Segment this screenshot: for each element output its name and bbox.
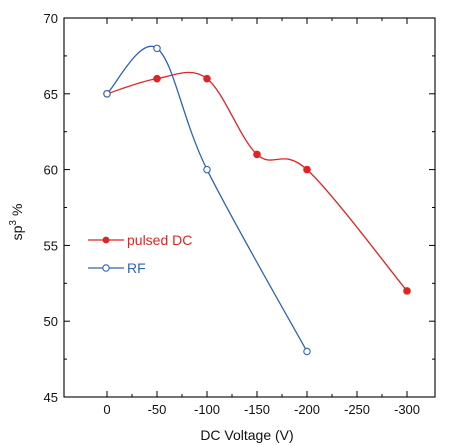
x-tick-label: -300 <box>394 402 420 417</box>
y-axis-title-unit: % <box>9 204 25 216</box>
x-tick-label: 0 <box>103 402 110 417</box>
plot-frame <box>63 17 436 398</box>
series-point-open-1 <box>103 90 111 98</box>
y-axis-title-superscript: 3 <box>8 220 19 226</box>
y-tick-label: 55 <box>44 238 58 253</box>
y-tick-label: 70 <box>44 11 58 26</box>
y-axis-ticks: 45 50 55 60 65 70 <box>44 11 435 405</box>
series-point-filled-0 <box>253 150 261 159</box>
series-point-filled-0 <box>403 287 411 295</box>
x-tick-label: -100 <box>194 402 220 417</box>
series-line-0 <box>106 71 408 292</box>
x-tick-label: -250 <box>344 402 370 417</box>
x-tick-label: -150 <box>244 402 270 417</box>
x-tick-label: -200 <box>294 402 320 417</box>
plot-area-border <box>63 17 436 398</box>
legend-label: RF <box>127 260 146 276</box>
series-point-filled-0 <box>203 74 211 83</box>
x-axis-ticks: 0 -50 -100 -150 -200 -250 -300 <box>103 18 420 417</box>
y-axis-title-main: sp <box>9 225 25 240</box>
series-point-filled-0 <box>303 165 311 174</box>
legend: pulsed DC RF <box>88 232 192 276</box>
legend-label: pulsed DC <box>127 232 192 248</box>
series-point-open-1 <box>203 165 211 174</box>
legend-swatch-marker <box>102 236 110 244</box>
series-line-1 <box>106 45 308 352</box>
series-point-filled-0 <box>153 74 161 83</box>
y-tick-label: 60 <box>44 163 58 178</box>
series-point-open-1 <box>303 347 311 356</box>
series-point-open-1 <box>153 44 161 53</box>
legend-swatch-marker <box>102 264 110 272</box>
x-axis-title: DC Voltage (V) <box>200 427 293 443</box>
series-layer <box>103 44 411 356</box>
y-tick-label: 45 <box>44 390 58 405</box>
y-tick-label: 65 <box>44 87 58 102</box>
x-tick-label: -50 <box>148 402 167 417</box>
y-axis-title: sp3% <box>8 204 25 241</box>
svg-text:sp3%: sp3% <box>8 204 25 241</box>
y-tick-label: 50 <box>44 314 58 329</box>
